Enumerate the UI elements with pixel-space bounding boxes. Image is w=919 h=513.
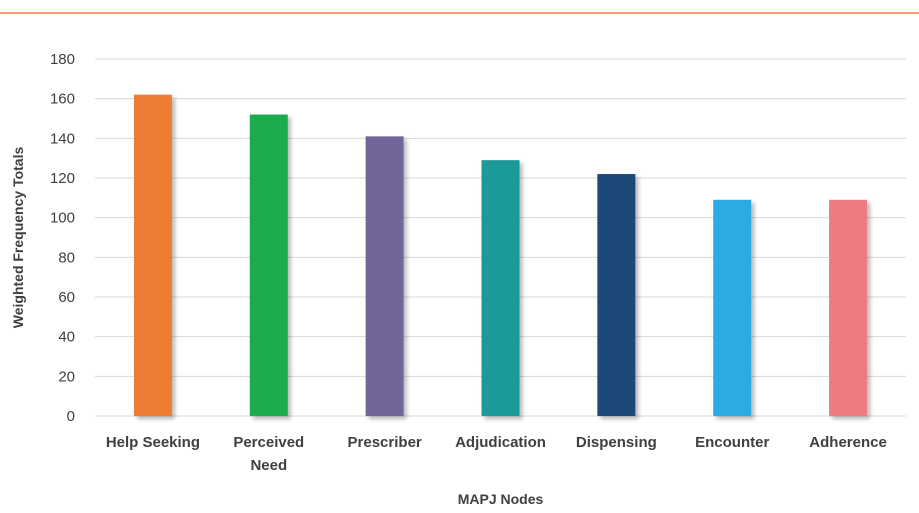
bar-dispensing [597,174,636,416]
y-tick-label: 0 [67,408,75,425]
y-tick-labels: 0 20 40 60 80 100 120 140 160 180 [50,51,75,425]
y-tick-label: 180 [50,51,75,68]
bars [133,94,868,417]
x-tick-label: Dispensing [576,434,657,451]
y-tick-label: 120 [50,170,75,187]
bar-help-seeking [133,94,172,416]
y-tick-label: 140 [50,130,75,147]
bar-encounter [713,199,752,416]
y-tick-label: 80 [58,249,75,266]
bar-adjudication [481,160,520,416]
y-tick-label: 160 [50,91,75,108]
x-tick-labels: Help Seeking Perceived Need Prescriber Adjud… [106,434,887,474]
x-tick-label: Adjudication [455,434,546,451]
x-tick-label: Encounter [695,434,769,451]
bar-perceived-need [249,114,288,417]
y-tick-label: 60 [58,289,75,306]
x-tick-label: Perceived Need [233,434,304,474]
bar-adherence [829,199,868,416]
y-axis-title: Weighted Frequency Totals [10,147,26,329]
y-tick-label: 20 [58,368,75,385]
x-axis-title: MAPJ Nodes [458,491,544,507]
x-tick-label: Help Seeking [106,434,200,451]
x-tick-label: Prescriber [348,434,422,451]
bar-prescriber [365,136,404,416]
y-tick-label: 40 [58,329,75,346]
x-tick-label: Adherence [809,434,887,451]
y-tick-label: 100 [50,210,75,227]
